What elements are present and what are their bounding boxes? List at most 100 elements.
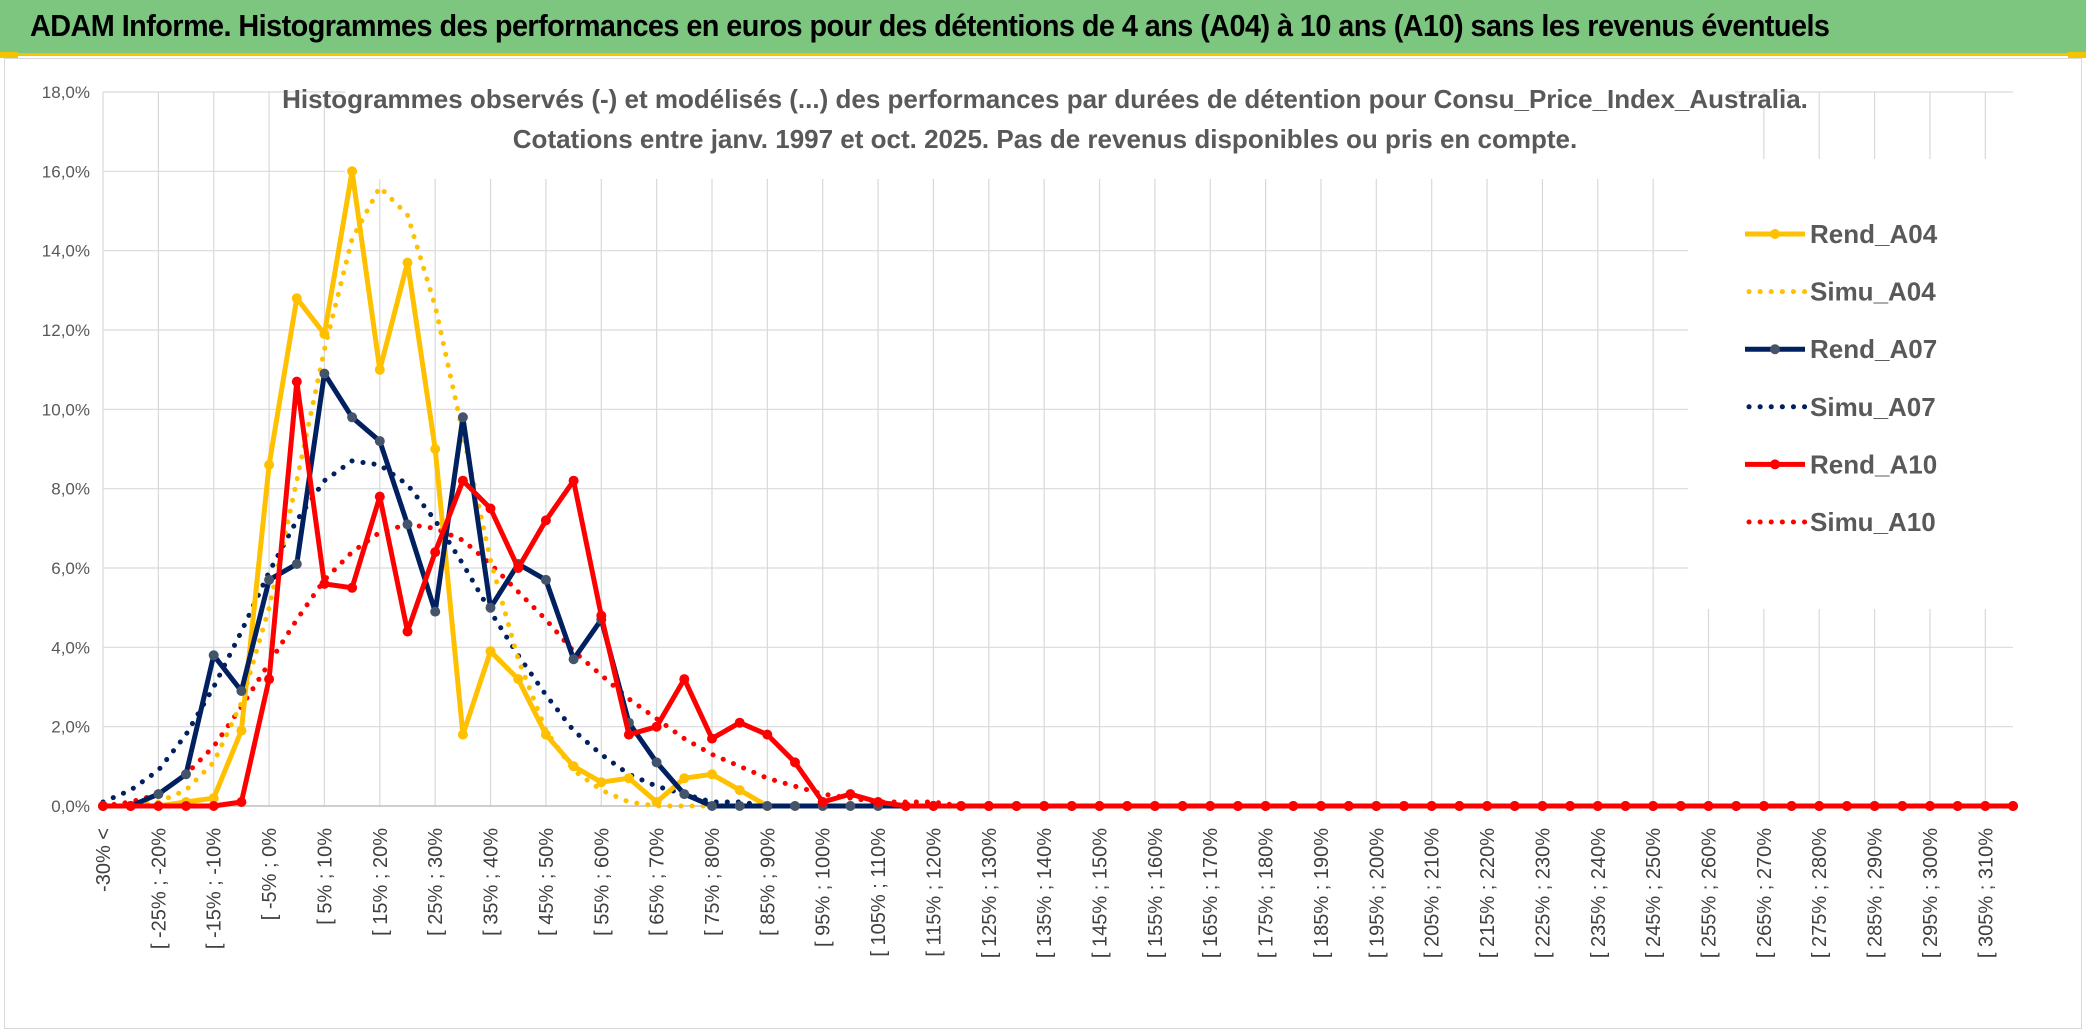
data-point xyxy=(762,729,773,740)
data-point xyxy=(1648,801,1659,811)
y-tick-label: 0,0% xyxy=(51,797,90,816)
y-tick-label: 10,0% xyxy=(42,400,90,419)
x-tick-label: [ 185% ; 190% xyxy=(1311,828,1333,958)
data-point xyxy=(623,773,634,784)
data-point xyxy=(1177,801,1188,811)
x-tick-label: [ 235% ; 240% xyxy=(1588,828,1610,958)
data-point xyxy=(790,801,800,811)
data-point xyxy=(1149,801,1160,811)
y-tick-label: 8,0% xyxy=(51,480,90,499)
data-point xyxy=(1094,801,1105,811)
data-point xyxy=(430,547,441,558)
x-tick-label: [ 5% ; 10% xyxy=(314,828,336,925)
data-point xyxy=(900,801,911,811)
x-tick-label: [ 95% ; 100% xyxy=(813,828,835,947)
data-point xyxy=(1925,801,1935,811)
data-point xyxy=(347,412,358,423)
data-point xyxy=(1260,801,1271,811)
data-point xyxy=(457,729,468,740)
chart-area: Histogrammes observés (-) et modélisés (… xyxy=(4,58,2082,1029)
data-point xyxy=(319,329,330,339)
x-tick-label: [ 305% ; 310% xyxy=(1975,828,1997,958)
y-tick-label: 12,0% xyxy=(42,321,90,340)
legend-item-simu-a04: Simu_A04 xyxy=(1746,277,1936,307)
data-point xyxy=(1316,801,1326,811)
data-point xyxy=(1039,801,1050,811)
data-point xyxy=(540,574,551,585)
data-point xyxy=(734,801,745,811)
data-point xyxy=(485,602,496,613)
legend-item-rend-a07: Rend_A07 xyxy=(1745,334,1937,364)
data-point xyxy=(983,801,994,811)
x-tick-label: [ 285% ; 290% xyxy=(1865,828,1887,958)
data-point xyxy=(291,559,302,569)
data-point xyxy=(1288,801,1299,811)
data-point xyxy=(873,797,884,807)
x-tick-label: [ 195% ; 200% xyxy=(1366,828,1388,958)
data-point xyxy=(485,503,496,514)
x-tick-label: [ -25% ; -20% xyxy=(148,828,170,949)
data-point xyxy=(1675,801,1686,811)
data-point xyxy=(208,650,219,661)
data-point xyxy=(596,777,607,788)
legend-label: Rend_A07 xyxy=(1810,334,1937,364)
data-point xyxy=(2008,801,2018,811)
data-point xyxy=(707,733,717,744)
x-tick-label: [ 15% ; 20% xyxy=(370,828,392,936)
data-point xyxy=(1205,801,1216,811)
legend-item-rend-a04: Rend_A04 xyxy=(1745,219,1938,249)
x-tick-label: [ 105% ; 110% xyxy=(868,828,890,957)
data-point xyxy=(817,797,828,807)
data-point xyxy=(1980,801,1991,811)
data-point xyxy=(264,674,275,685)
data-point xyxy=(651,757,662,768)
y-tick-label: 2,0% xyxy=(51,718,90,737)
legend-marker xyxy=(1770,229,1780,239)
data-point xyxy=(568,654,579,665)
data-point xyxy=(928,801,939,811)
data-point xyxy=(679,773,690,784)
legend-background xyxy=(1688,159,2018,609)
x-tick-label: [ 115% ; 120% xyxy=(923,828,945,957)
data-point xyxy=(1371,801,1382,811)
x-tick-label: [ 295% ; 300% xyxy=(1920,828,1942,958)
data-point xyxy=(208,801,219,811)
series-layer xyxy=(98,166,2018,811)
chart-title-background xyxy=(345,79,1735,179)
x-tick-label: [ 125% ; 130% xyxy=(979,828,1001,958)
legend-label: Simu_A04 xyxy=(1810,277,1936,307)
data-point xyxy=(98,801,108,811)
data-point xyxy=(845,789,856,800)
data-point xyxy=(513,674,524,685)
x-tick-label: [ 135% ; 140% xyxy=(1034,828,1056,958)
legend-marker xyxy=(1770,459,1780,470)
data-point xyxy=(153,789,164,800)
x-tick-label: [ 155% ; 160% xyxy=(1145,828,1167,958)
x-tick-label: [ 165% ; 170% xyxy=(1200,828,1222,958)
report-title: ADAM Informe. Histogrammes des performan… xyxy=(30,8,1830,43)
data-point xyxy=(568,475,579,486)
data-point xyxy=(1565,801,1576,811)
x-tick-label: [ 45% ; 50% xyxy=(536,828,558,936)
data-point xyxy=(430,606,441,617)
x-tick-label: [ 85% ; 90% xyxy=(757,828,779,936)
y-tick-label: 6,0% xyxy=(51,559,90,578)
data-point xyxy=(402,257,413,268)
data-point xyxy=(347,166,358,177)
chart-title: Histogrammes observés (-) et modélisés (… xyxy=(282,79,1808,179)
x-tick-label: [ 275% ; 280% xyxy=(1809,828,1831,958)
data-point xyxy=(236,725,247,736)
data-point xyxy=(1426,801,1437,811)
data-point xyxy=(762,801,773,811)
x-tick-label: -30% < xyxy=(93,828,115,892)
data-point xyxy=(1399,801,1409,811)
data-point xyxy=(264,459,275,470)
data-point xyxy=(596,610,607,621)
data-point xyxy=(1011,801,1022,811)
data-point xyxy=(457,475,468,486)
data-point xyxy=(734,785,745,796)
data-point xyxy=(568,761,579,772)
legend-marker xyxy=(1770,344,1780,355)
data-point xyxy=(790,757,800,768)
legend: Rend_A04 Simu_A04 Rend_A07 Simu_A07 Rend_A10… xyxy=(1688,159,2018,609)
